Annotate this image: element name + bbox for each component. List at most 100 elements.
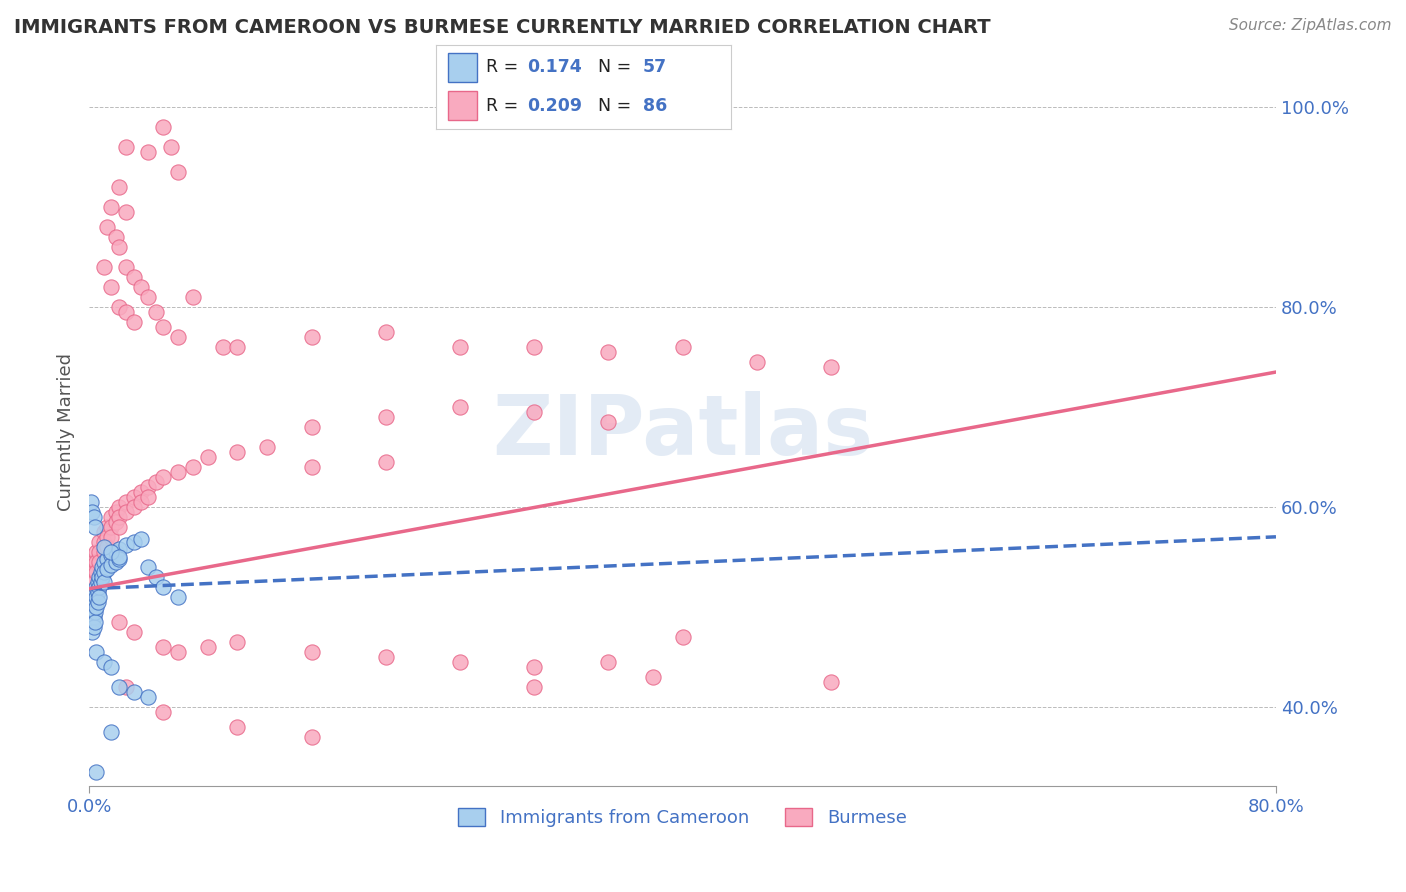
Point — [83, 620, 105, 634]
Point — [152, 705, 174, 719]
Point — [138, 480, 160, 494]
Point — [83, 609, 105, 624]
Point — [598, 655, 620, 669]
Point — [598, 415, 620, 429]
Point — [145, 305, 167, 319]
Point — [93, 655, 115, 669]
Point — [107, 300, 129, 314]
Point — [83, 565, 105, 579]
Point — [820, 674, 842, 689]
Point — [93, 555, 115, 569]
Point — [115, 538, 138, 552]
Point — [89, 570, 111, 584]
Point — [107, 240, 129, 254]
Bar — [447, 54, 477, 82]
Point — [90, 574, 112, 589]
Point — [181, 290, 204, 304]
Point — [100, 530, 122, 544]
Point — [86, 545, 108, 559]
Point — [80, 615, 103, 629]
Point — [107, 500, 129, 514]
Point — [226, 445, 249, 459]
Point — [115, 140, 138, 154]
Point — [115, 505, 138, 519]
Point — [107, 680, 129, 694]
Point — [87, 595, 110, 609]
Point — [115, 205, 138, 219]
Point — [122, 500, 145, 514]
Text: 0.209: 0.209 — [527, 97, 582, 115]
Point — [523, 340, 546, 354]
Point — [301, 730, 323, 744]
Point — [122, 315, 145, 329]
Point — [301, 459, 323, 474]
Point — [86, 555, 108, 569]
Point — [167, 330, 190, 344]
Point — [93, 545, 115, 559]
Point — [93, 574, 115, 589]
Point — [523, 680, 546, 694]
Point — [226, 720, 249, 734]
Point — [83, 555, 105, 569]
Point — [167, 645, 190, 659]
Point — [84, 584, 107, 599]
Point — [152, 640, 174, 654]
Point — [84, 520, 107, 534]
Point — [145, 475, 167, 489]
Point — [80, 595, 103, 609]
Text: ZIPatlas: ZIPatlas — [492, 392, 873, 473]
Point — [93, 260, 115, 275]
Point — [80, 624, 103, 639]
Point — [87, 574, 110, 589]
Point — [115, 495, 138, 509]
Point — [107, 549, 129, 564]
Point — [374, 409, 396, 424]
Point — [107, 509, 129, 524]
Point — [87, 584, 110, 599]
Point — [152, 320, 174, 334]
Point — [86, 590, 108, 604]
Point — [80, 605, 103, 619]
Point — [167, 165, 190, 179]
Point — [122, 490, 145, 504]
Point — [256, 440, 278, 454]
Point — [301, 330, 323, 344]
Point — [671, 630, 693, 644]
Point — [104, 230, 127, 244]
Point — [197, 640, 219, 654]
Point — [138, 490, 160, 504]
Point — [197, 450, 219, 464]
Point — [89, 580, 111, 594]
Point — [90, 565, 112, 579]
Point — [100, 659, 122, 673]
Point — [89, 545, 111, 559]
Bar — [447, 91, 477, 120]
Point — [96, 220, 118, 235]
Point — [96, 540, 118, 554]
Point — [89, 534, 111, 549]
Point — [96, 520, 118, 534]
Text: R =: R = — [486, 97, 524, 115]
Point — [671, 340, 693, 354]
Point — [93, 534, 115, 549]
Point — [96, 551, 118, 566]
Point — [100, 509, 122, 524]
Point — [641, 670, 664, 684]
Point — [115, 260, 138, 275]
Point — [93, 565, 115, 579]
Point — [86, 565, 108, 579]
Point — [96, 530, 118, 544]
Point — [91, 559, 114, 574]
Point — [83, 574, 105, 589]
Point — [93, 540, 115, 554]
Point — [84, 605, 107, 619]
Point — [449, 400, 471, 414]
Point — [138, 145, 160, 160]
Point — [122, 270, 145, 285]
Point — [115, 680, 138, 694]
Point — [145, 570, 167, 584]
Point — [100, 280, 122, 294]
Text: R =: R = — [486, 59, 524, 77]
Point — [523, 405, 546, 419]
Point — [100, 558, 122, 572]
